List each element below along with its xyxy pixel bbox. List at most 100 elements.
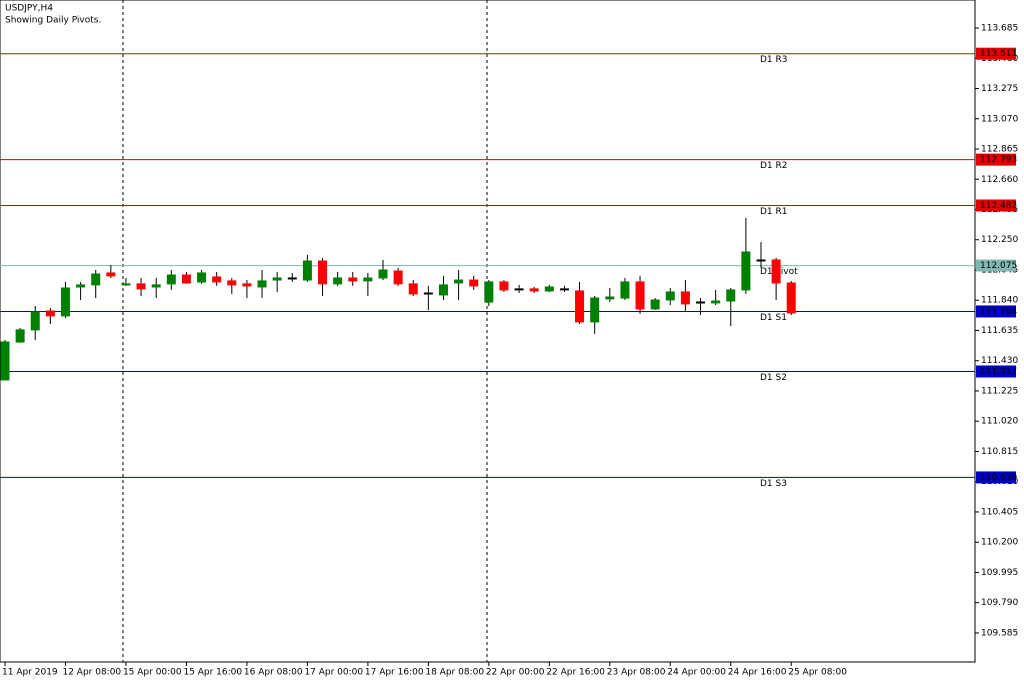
- candle-body: [438, 284, 448, 296]
- candle-body: [393, 270, 403, 285]
- y-tick-label: 112.865: [981, 145, 1018, 155]
- pivot-price-label: 110.639: [980, 473, 1017, 483]
- y-tick-label: 109.585: [981, 628, 1018, 638]
- y-tick-label: 110.200: [981, 538, 1018, 548]
- candle-body: [91, 273, 101, 286]
- pivot-price-box: [976, 305, 1016, 318]
- x-tick-label: 15 Apr 16:00: [183, 668, 242, 678]
- pivot-name: D1 S2: [760, 373, 787, 383]
- x-tick-label: 24 Apr 16:00: [728, 668, 787, 678]
- candle-body: [348, 277, 358, 282]
- pivot-price-box: [976, 471, 1016, 484]
- candle-body: [575, 290, 585, 323]
- candle-body: [272, 277, 282, 281]
- candle-body: [514, 288, 524, 291]
- candle-body: [529, 288, 539, 292]
- candle-body: [333, 277, 343, 285]
- pivot-price-label: 112.482: [980, 201, 1017, 211]
- y-tick-label: 113.070: [981, 114, 1018, 124]
- candle-body: [786, 282, 796, 314]
- candle-body: [559, 288, 569, 291]
- y-tick-label: 111.840: [981, 296, 1018, 306]
- x-tick-label: 12 Apr 08:00: [62, 668, 121, 678]
- y-tick-label: 110.405: [981, 507, 1018, 517]
- candle-body: [166, 274, 176, 285]
- pivot-price-label: 111.764: [980, 307, 1017, 317]
- pivot-name: D1 R2: [760, 161, 788, 171]
- candle-body: [423, 292, 433, 295]
- candle-body: [408, 283, 418, 295]
- candle-body: [60, 287, 70, 317]
- candle-body: [197, 272, 207, 283]
- y-tick-label: 112.250: [981, 235, 1018, 245]
- candle-body: [726, 289, 736, 302]
- candle-body: [106, 272, 116, 277]
- candle-body: [227, 280, 237, 286]
- x-tick-label: 22 Apr 16:00: [546, 668, 605, 678]
- candle-body: [76, 284, 86, 288]
- candle-body: [257, 280, 267, 288]
- candle-body: [181, 274, 191, 284]
- pivot-price-box: [976, 47, 1016, 60]
- candle-body: [0, 341, 10, 381]
- candle-body: [620, 281, 630, 299]
- candle-body: [454, 279, 464, 284]
- pivot-name: D1 S3: [760, 479, 787, 489]
- candle-body: [680, 291, 690, 305]
- pivot-price-box: [976, 153, 1016, 166]
- x-tick-label: 16 Apr 08:00: [244, 668, 303, 678]
- candle-body: [302, 260, 312, 281]
- candle-body: [469, 279, 479, 287]
- candle-body: [363, 277, 373, 282]
- candle-body: [771, 259, 781, 284]
- y-tick-label: 111.225: [981, 386, 1018, 396]
- y-tick-label: 112.660: [981, 175, 1018, 185]
- x-tick-label: 15 Apr 00:00: [123, 668, 182, 678]
- candle-body: [650, 299, 660, 310]
- candle-body: [665, 291, 675, 301]
- candle-body: [15, 329, 25, 343]
- y-tick-label: 111.430: [981, 356, 1018, 366]
- x-tick-label: 25 Apr 08:00: [788, 668, 847, 678]
- candle-body: [30, 311, 40, 331]
- candle-body: [318, 260, 328, 285]
- candle-body: [605, 296, 615, 300]
- candle-body: [711, 300, 721, 304]
- pivot-price-box: [976, 259, 1016, 272]
- pivot-price-box: [976, 365, 1016, 378]
- y-tick-label: 111.020: [981, 417, 1018, 427]
- pivot-name: D1 S1: [760, 313, 787, 323]
- pivot-price-box: [976, 199, 1016, 212]
- candle-body: [499, 281, 509, 291]
- x-tick-label: 18 Apr 08:00: [425, 668, 484, 678]
- y-tick-label: 110.815: [981, 447, 1018, 457]
- candle-body: [136, 283, 146, 290]
- x-tick-label: 24 Apr 00:00: [667, 668, 726, 678]
- x-tick-label: 22 Apr 00:00: [486, 668, 545, 678]
- candle-body: [590, 297, 600, 323]
- candle-body: [484, 281, 494, 303]
- candle-body: [45, 310, 55, 317]
- x-tick-label: 23 Apr 08:00: [607, 668, 666, 678]
- candle-body: [756, 259, 766, 262]
- candle-body: [378, 269, 388, 279]
- pivot-price-label: 113.511: [980, 49, 1017, 59]
- y-tick-label: 109.790: [981, 598, 1018, 608]
- chart-title: USDJPY,H4: [5, 4, 53, 14]
- y-tick-label: 109.995: [981, 568, 1018, 578]
- pivot-name: D1 R1: [760, 207, 788, 217]
- pivot-price-label: 112.793: [980, 155, 1017, 165]
- y-tick-label: 113.275: [981, 84, 1018, 94]
- candle-body: [741, 251, 751, 291]
- y-tick-label: 113.685: [981, 24, 1018, 34]
- candle-body: [544, 286, 554, 292]
- x-tick-label: 17 Apr 16:00: [365, 668, 424, 678]
- x-tick-label: 11 Apr 2019: [2, 668, 58, 678]
- pivot-name: D1 R3: [760, 55, 788, 65]
- y-tick-label: 111.635: [981, 326, 1018, 336]
- candle-body: [242, 283, 252, 287]
- x-tick-label: 17 Apr 00:00: [304, 668, 363, 678]
- pivot-price-label: 112.075: [980, 261, 1017, 271]
- candle-body: [121, 283, 131, 286]
